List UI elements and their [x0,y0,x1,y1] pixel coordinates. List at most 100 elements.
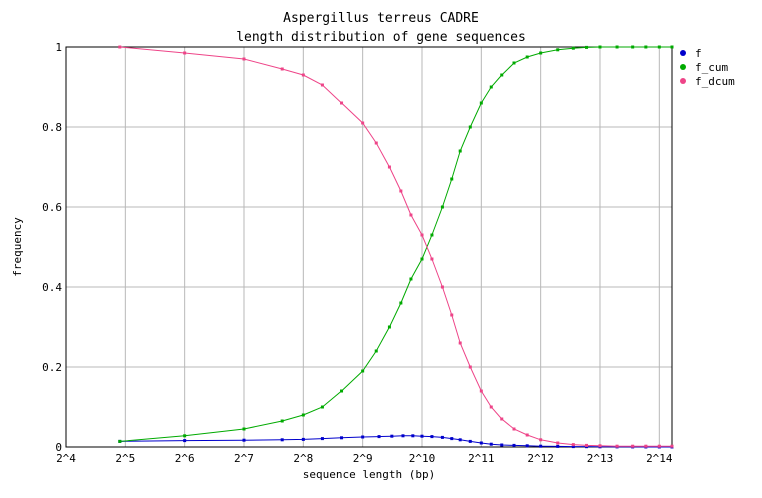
data-point [340,389,344,393]
data-point [409,213,413,217]
data-point [420,257,424,261]
data-point [500,417,504,421]
data-point [430,257,434,261]
data-point [242,427,246,431]
data-point [320,405,324,409]
x-tick-label: 2^4 [56,452,76,465]
data-point [458,149,462,153]
data-point [598,45,602,49]
data-point [458,341,462,345]
data-point [301,73,305,77]
data-point [585,443,589,447]
legend-label: f [695,47,702,60]
data-point [458,438,462,442]
data-point [183,434,187,438]
legend-marker [680,78,686,84]
data-point [539,438,543,442]
x-tick-label: 2^10 [409,452,436,465]
data-point [374,141,378,145]
data-point [644,444,648,448]
data-point [430,233,434,237]
x-tick-label: 2^7 [234,452,254,465]
x-tick-label: 2^5 [115,452,135,465]
data-point [670,444,674,448]
data-point [539,51,543,55]
legend-label: f_dcum [695,75,735,88]
data-point [420,434,424,438]
y-tick-label: 0.4 [42,281,62,294]
x-axis-label: sequence length (bp) [303,468,435,481]
legend-item: f_dcum [680,75,735,88]
data-point [183,439,187,443]
data-point [340,101,344,105]
data-point [512,427,516,431]
data-point [489,85,493,89]
axis-ticks: 2^4 2^5 2^6 2^7 2^8 2^9 2^10 2^11 2^12 2^13 2^14 0 0… [42,41,673,465]
data-point [280,419,284,423]
data-point [479,441,483,445]
legend-item: f_cum [680,61,728,74]
data-point [387,325,391,329]
data-point [500,73,504,77]
grid-lines [66,47,672,447]
chart-title: Aspergillus terreus CADRE [283,11,479,26]
data-point [183,51,187,55]
data-point [585,45,589,49]
legend-marker [680,64,686,70]
data-point [571,445,575,449]
y-tick-label: 0.2 [42,361,62,374]
data-point [571,46,575,50]
data-point [399,189,403,193]
data-point [631,444,635,448]
data-point [489,442,493,446]
data-point [301,437,305,441]
data-point [500,443,504,447]
data-point [525,433,529,437]
data-point [387,165,391,169]
data-point [430,435,434,439]
data-point [399,301,403,305]
data-point [409,277,413,281]
data-point [401,434,405,438]
x-tick-label: 2^11 [468,452,495,465]
series-f [118,434,674,449]
data-point [450,313,454,317]
data-point [479,389,483,393]
data-point [657,444,661,448]
data-point [361,369,365,373]
data-point [450,177,454,181]
series-line [119,46,672,447]
x-tick-label: 2^6 [175,452,195,465]
x-tick-label: 2^9 [353,452,373,465]
data-point [512,61,516,65]
series-f-cum [118,45,674,443]
data-point [598,444,602,448]
y-axis-label: frequency [11,217,24,277]
y-tick-label: 1 [55,41,62,54]
data-point [440,435,444,439]
data-point [320,83,324,87]
data-point [571,443,575,447]
data-point [411,434,415,438]
data-point [468,365,472,369]
data-point [468,439,472,443]
data-point [361,121,365,125]
data-point [489,405,493,409]
x-tick-label: 2^13 [587,452,614,465]
legend-label: f_cum [695,61,728,74]
data-point [556,444,560,448]
data-point [440,285,444,289]
series-line [119,46,672,442]
data-point [556,441,560,445]
x-tick-label: 2^12 [527,452,554,465]
data-point [320,437,324,441]
data-point [525,55,529,59]
x-tick-label: 2^14 [646,452,673,465]
data-point [512,443,516,447]
data-point [450,437,454,441]
chart-subtitle: length distribution of gene sequences [236,30,526,45]
data-point [242,57,246,61]
data-point [631,45,635,49]
